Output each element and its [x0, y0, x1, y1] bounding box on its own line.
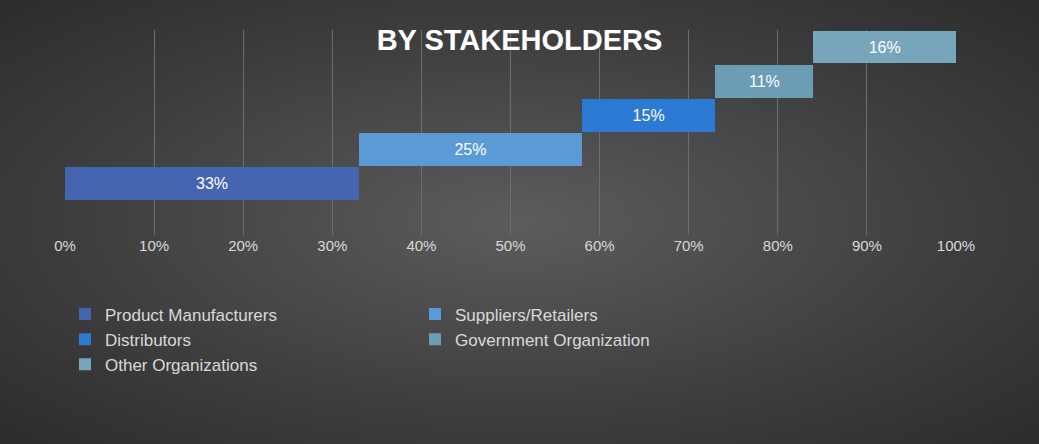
svg-text:0%: 0% [54, 237, 76, 254]
svg-text:10%: 10% [139, 237, 169, 254]
svg-text:70%: 70% [674, 237, 704, 254]
svg-text:33%: 33% [196, 175, 228, 192]
svg-text:25%: 25% [454, 141, 486, 158]
svg-text:90%: 90% [852, 237, 882, 254]
svg-text:50%: 50% [495, 237, 525, 254]
svg-text:40%: 40% [406, 237, 436, 254]
svg-text:Other Organizations: Other Organizations [105, 356, 257, 375]
svg-text:Product Manufacturers: Product Manufacturers [105, 306, 277, 325]
svg-text:11%: 11% [749, 73, 780, 90]
svg-text:Government Organization: Government Organization [455, 331, 650, 350]
svg-text:100%: 100% [937, 237, 975, 254]
svg-text:15%: 15% [633, 107, 665, 124]
svg-text:30%: 30% [317, 237, 347, 254]
svg-text:80%: 80% [763, 237, 793, 254]
svg-text:16%: 16% [869, 39, 901, 56]
svg-text:Suppliers/Retailers: Suppliers/Retailers [455, 306, 598, 325]
svg-text:BY STAKEHOLDERS: BY STAKEHOLDERS [377, 24, 663, 56]
svg-text:Distributors: Distributors [105, 331, 191, 350]
svg-text:60%: 60% [585, 237, 615, 254]
svg-text:20%: 20% [228, 237, 258, 254]
